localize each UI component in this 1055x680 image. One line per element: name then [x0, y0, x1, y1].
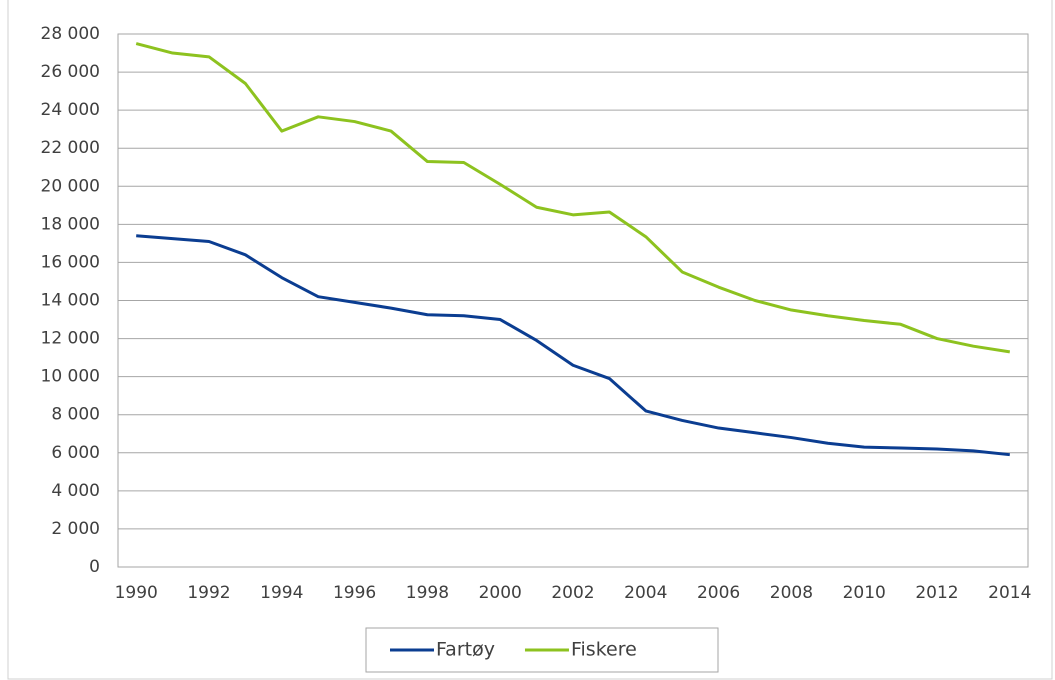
x-tick-label: 1994	[260, 583, 303, 603]
y-tick-label: 16 000	[41, 252, 100, 272]
x-tick-label: 1990	[115, 583, 158, 603]
x-tick-label: 2002	[551, 583, 594, 603]
y-tick-label: 12 000	[41, 329, 100, 349]
legend-label: Fartøy	[436, 639, 495, 661]
legend-label: Fiskere	[571, 639, 637, 661]
y-tick-label: 24 000	[41, 100, 100, 120]
x-tick-label: 1996	[333, 583, 376, 603]
x-tick-label: 2012	[915, 583, 958, 603]
line-series	[136, 234, 1010, 457]
x-tick-label: 2008	[770, 583, 813, 603]
y-tick-label: 18 000	[41, 214, 100, 234]
plot-border	[117, 33, 1029, 568]
y-tick-label: 26 000	[41, 62, 100, 82]
y-tick-label: 22 000	[41, 138, 100, 158]
x-tick-label: 2010	[843, 583, 886, 603]
y-tick-label: 28 000	[41, 24, 100, 44]
y-tick-label: 10 000	[41, 367, 100, 387]
y-tick-label: 4 000	[51, 481, 100, 501]
x-tick-label: 2000	[479, 583, 522, 603]
y-tick-label: 6 000	[51, 443, 100, 463]
line-series	[135, 42, 1011, 354]
x-tick-label: 1998	[406, 583, 449, 603]
y-tick-label: 0	[89, 557, 100, 577]
y-tick-label: 14 000	[41, 291, 100, 311]
x-tick-label: 2004	[624, 583, 667, 603]
x-tick-label: 2014	[988, 583, 1031, 603]
x-tick-label: 1992	[187, 583, 230, 603]
x-tick-label: 2006	[697, 583, 740, 603]
chart-frame	[7, 0, 1053, 680]
y-tick-label: 20 000	[41, 176, 100, 196]
y-tick-label: 2 000	[51, 519, 100, 539]
y-tick-label: 8 000	[51, 405, 100, 425]
